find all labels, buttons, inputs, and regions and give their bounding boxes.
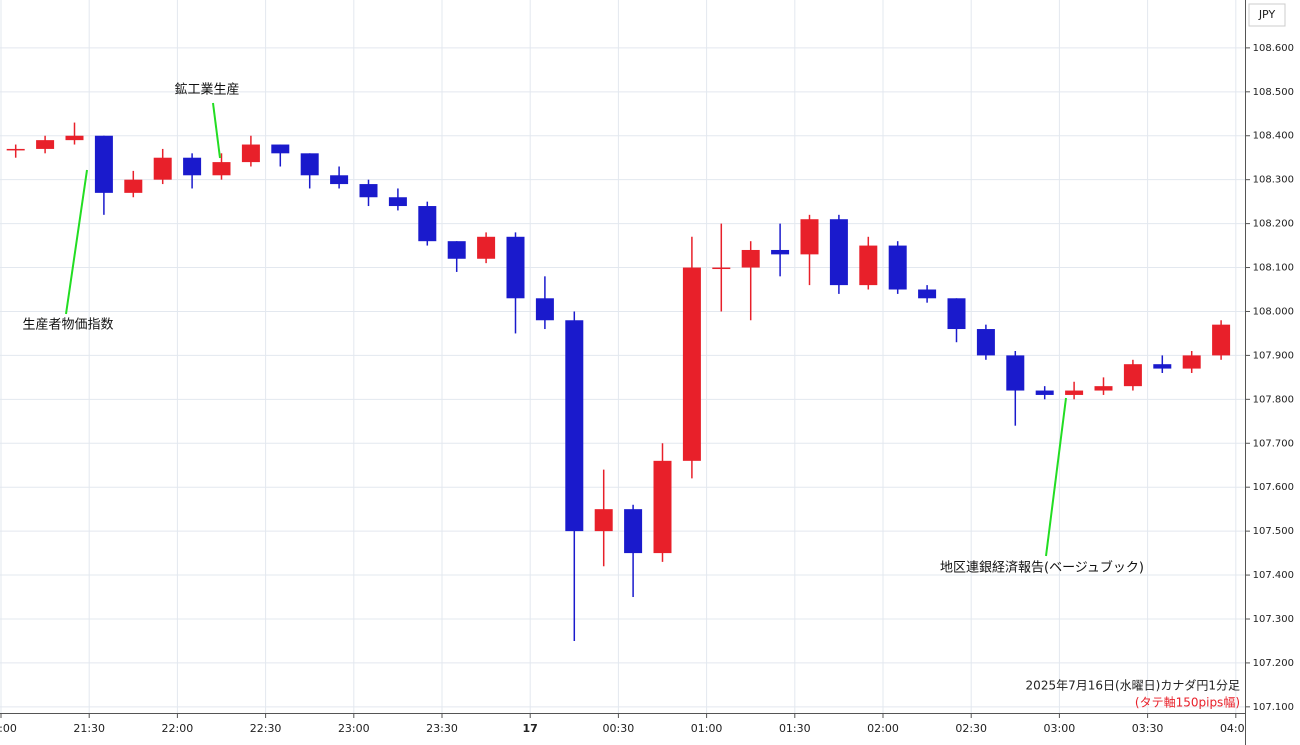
x-tick-label: 01:00: [691, 722, 723, 735]
annotation-line: [65, 169, 88, 315]
candle-body: [535, 298, 554, 321]
x-tick-label: 17: [523, 722, 538, 735]
annotation: 生産者物価指数: [22, 317, 113, 333]
candle-body: [65, 135, 84, 141]
candle-body: [506, 236, 525, 299]
x-tick-label: 03:30: [1132, 722, 1164, 735]
y-tick-label: 108.300: [1253, 175, 1294, 186]
candle-body: [418, 206, 437, 242]
x-tick-label: 02:00: [867, 722, 899, 735]
y-tick-label: 107.800: [1253, 394, 1294, 405]
candle-body: [1182, 355, 1201, 369]
candle-body: [153, 157, 172, 180]
x-tick-label: 22:00: [162, 722, 194, 735]
candle-body: [94, 135, 113, 193]
candle-body: [183, 157, 202, 176]
candle-body: [388, 197, 407, 207]
y-tick-label: 108.000: [1253, 306, 1294, 317]
candle-body: [653, 460, 672, 554]
candle-body: [947, 298, 966, 330]
y-axis: 107.100 107.200 107.300 107.400 107.500 107.6…: [1245, 43, 1294, 713]
candle-body: [918, 289, 937, 299]
candle-body: [594, 509, 613, 532]
candle-body: [800, 219, 819, 255]
candle-body: [829, 219, 848, 286]
candles: [6, 122, 1231, 641]
y-tick-label: 108.200: [1253, 219, 1294, 230]
candle-body: [359, 184, 378, 198]
y-tick-label: 108.100: [1253, 263, 1294, 274]
candle-body: [330, 175, 349, 185]
x-tick-label: 00:30: [603, 722, 635, 735]
price-panel: [1245, 0, 1300, 745]
candle-body: [1094, 386, 1113, 391]
annotation-line: [212, 102, 221, 159]
annotation: 鉱工業生産: [174, 82, 239, 98]
candle-body: [447, 241, 466, 259]
y-tick-label: 108.500: [1253, 87, 1294, 98]
x-tick-label: 03:00: [1044, 722, 1076, 735]
candle-body: [1123, 364, 1142, 387]
candle-body: [477, 236, 496, 259]
x-axis: 21:00 21:30 22:00 22:30 23:00 23:30 17 00:30 01:…: [0, 713, 1252, 735]
candle-body: [1035, 390, 1054, 395]
y-tick-label: 107.500: [1253, 526, 1294, 537]
y-tick-label: 108.400: [1253, 131, 1294, 142]
candle-body: [624, 509, 643, 554]
candle-body: [1153, 364, 1172, 369]
x-tick-label: 21:00: [0, 722, 17, 735]
x-tick-label: 23:30: [426, 722, 458, 735]
annotation-line: [1045, 397, 1067, 557]
candle-body: [859, 245, 878, 286]
x-tick-label: 23:00: [338, 722, 370, 735]
candle-body: [36, 140, 55, 149]
candle-body: [682, 267, 701, 461]
candle-body: [1006, 355, 1025, 391]
candle-body: [6, 148, 25, 151]
y-tick-label: 108.600: [1253, 43, 1294, 54]
candle-body: [212, 162, 231, 176]
candle-body: [976, 329, 995, 356]
x-tick-label: 02:30: [955, 722, 987, 735]
x-tick-label: 04:00: [1220, 722, 1252, 735]
y-tick-label: 107.400: [1253, 570, 1294, 581]
annotation: 地区連銀経済報告(ベージュブック): [940, 560, 1144, 576]
candle-body: [712, 267, 731, 270]
footer-title: 2025年7月16日(水曜日)カナダ円1分足: [1026, 678, 1240, 693]
candle-body: [741, 249, 760, 268]
y-tick-label: 107.300: [1253, 614, 1294, 625]
candle-body: [241, 144, 260, 163]
currency-label: JPY: [1258, 8, 1276, 21]
x-tick-label: 21:30: [73, 722, 105, 735]
candle-body: [300, 153, 319, 176]
y-tick-label: 107.100: [1253, 702, 1294, 713]
candle-body: [1212, 324, 1231, 356]
x-tick-label: 22:30: [250, 722, 282, 735]
grid: [0, 0, 1245, 713]
y-tick-label: 107.200: [1253, 658, 1294, 669]
candle-body: [565, 320, 584, 532]
y-tick-label: 107.900: [1253, 350, 1294, 361]
candle-body: [271, 144, 290, 154]
x-tick-label: 01:30: [779, 722, 811, 735]
footer-note: (タテ軸150pips幅): [1135, 695, 1240, 710]
y-tick-label: 107.600: [1253, 482, 1294, 493]
candle-body: [124, 179, 143, 193]
currency-box: [1248, 3, 1286, 27]
candle-body: [888, 245, 907, 290]
candle-body: [1065, 390, 1084, 395]
candle-body: [771, 249, 790, 255]
y-tick-label: 107.700: [1253, 438, 1294, 449]
